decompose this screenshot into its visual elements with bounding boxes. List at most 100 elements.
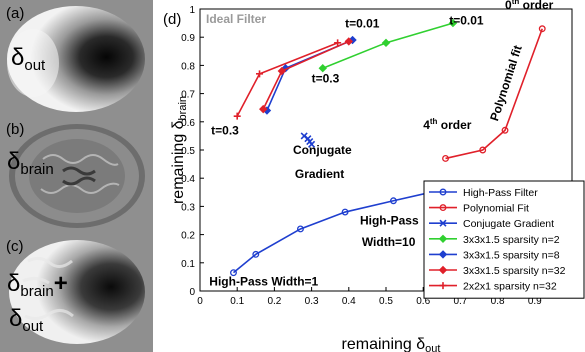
brain-slice-a: (a) δout	[3, 3, 150, 115]
legend-entry: 2x2x1 sparsity n=32	[429, 281, 557, 293]
legend-entry: Polynomial Fit	[429, 203, 529, 215]
x-tick-label: 0	[197, 296, 203, 307]
legend-entry: 3x3x1.5 sparsity n=32	[429, 265, 566, 277]
annotation: Gradient	[295, 167, 344, 181]
legend-label: Conjugate Gradient	[463, 218, 554, 230]
panel-b-delta: δ	[7, 148, 20, 175]
y-tick-label: 0.1	[181, 259, 195, 270]
x-axis-label: remaining δout	[342, 336, 441, 352]
legend-label: 3x3x1.5 sparsity n=32	[463, 265, 566, 277]
annotation: Width=10	[362, 235, 416, 249]
annotation: t=0.01	[449, 14, 484, 28]
y-tick-label: 0.8	[181, 61, 195, 72]
brain-images-panel: (a) δout (b) δbrain	[0, 0, 153, 352]
legend: High-Pass Filter Polynomial Fit Conjugate …	[423, 180, 585, 299]
annotation: High-Pass	[360, 214, 419, 228]
x-tick-label: 0.1	[230, 296, 244, 307]
annotations: t=0.01 t=0.01 t=0.3 t=0.3 Conjugate Gradient 4…	[209, 0, 553, 288]
annotation: t=0.01	[345, 16, 380, 30]
y-tick-label: 0	[189, 287, 195, 298]
panel-c-plus: +	[54, 270, 68, 297]
series-polynomial-fit	[442, 25, 546, 162]
x-tick-label: 0.3	[305, 296, 319, 307]
brain-slice-b: (b) δbrain	[3, 119, 150, 231]
series-3x3x1-5-sparsity-n-32	[259, 37, 354, 114]
y-axis-label: remaining δbrain	[170, 96, 189, 204]
panel-a-delta: δ	[11, 44, 24, 71]
series-high-pass-filter	[230, 188, 435, 277]
legend-entry: High-Pass Filter	[429, 187, 538, 199]
data-point	[256, 70, 264, 78]
svg-text:δbrain+: δbrain+	[7, 270, 68, 300]
panel-letter-b: (b)	[6, 121, 24, 138]
series-line	[322, 22, 454, 69]
data-point	[233, 112, 241, 120]
annotation: 0th order	[505, 0, 554, 12]
x-tick-label: 0.5	[379, 296, 393, 307]
data-point	[439, 282, 447, 290]
x-tick-label: 0.9	[528, 296, 542, 307]
annotation: Conjugate	[293, 143, 352, 157]
data-point	[439, 219, 447, 227]
series-2x2x1-sparsity-n-32	[233, 39, 342, 120]
panel-letter-a: (a)	[6, 5, 24, 22]
panel-a-sub: out	[24, 57, 46, 74]
annotation: High-Pass Width=1	[209, 274, 318, 288]
data-point	[389, 197, 397, 205]
x-tick-label: 0.4	[342, 296, 356, 307]
data-point	[501, 126, 509, 134]
annotation: t=0.3	[312, 71, 340, 85]
svg-text:δbrain: δbrain	[7, 148, 54, 178]
svg-text:δout: δout	[11, 44, 46, 74]
data-point	[439, 204, 447, 212]
legend-entry: 3x3x1.5 sparsity n=2	[429, 234, 560, 246]
data-point	[538, 25, 546, 33]
data-point	[252, 250, 260, 258]
x-tick-label: 0.2	[267, 296, 281, 307]
legend-label: Polynomial Fit	[463, 203, 529, 215]
corner-text-ideal-filter: Ideal Filter	[206, 12, 266, 26]
y-tick-label: 0.5	[181, 146, 195, 157]
y-tick-label: 0.4	[181, 174, 195, 185]
panel-letter-c: (c)	[6, 238, 24, 255]
y-tick-label: 0.9	[181, 33, 195, 44]
series-line	[445, 28, 543, 160]
data-point	[448, 18, 458, 28]
data-point	[439, 188, 447, 196]
data-point	[438, 250, 448, 259]
legend-label: 2x2x1 sparsity n=32	[463, 281, 557, 293]
series-conjugate-gradient	[300, 132, 316, 148]
legend-label: 3x3x1.5 sparsity n=8	[463, 249, 560, 261]
data-point	[318, 64, 327, 73]
svg-text:δout: δout	[9, 305, 44, 335]
series-3x3x1-5-sparsity-n-8	[262, 35, 357, 115]
x-tick-label: 0.7	[453, 296, 467, 307]
data-point	[442, 155, 449, 162]
panel-c-delta: δ	[7, 270, 20, 297]
legend-label: 3x3x1.5 sparsity n=2	[463, 234, 560, 246]
panel-b-sub: brain	[20, 161, 53, 178]
data-point	[296, 225, 304, 233]
data-point	[334, 39, 342, 47]
legend-entry: Conjugate Gradient	[429, 218, 554, 230]
panel-c-sub: brain	[20, 283, 53, 300]
x-tick-label: 0.8	[491, 296, 505, 307]
y-tick-label: 0.6	[181, 118, 195, 129]
annotation: Polynomial fit	[487, 44, 525, 123]
brain-slice-c: (c) δbrain+ δout	[3, 236, 150, 348]
axes: 0 0.1 0.2 0.3 0.4 0.5 0.6 0.7 0.8 0.9 0 0.1 0.2 0.3 0.…	[163, 5, 573, 352]
data-point	[308, 140, 316, 148]
data-point	[344, 37, 354, 46]
data-point	[277, 66, 287, 76]
panel-c-delta2: δ	[9, 305, 22, 332]
data-point	[341, 208, 349, 216]
data-point	[438, 234, 448, 244]
data-point	[438, 265, 448, 275]
annotation: t=0.3	[211, 123, 239, 137]
y-tick-label: 0.7	[181, 90, 195, 101]
x-tick-label: 0.6	[416, 296, 430, 307]
annotation: 4th order	[423, 117, 472, 132]
data-point	[259, 104, 268, 114]
